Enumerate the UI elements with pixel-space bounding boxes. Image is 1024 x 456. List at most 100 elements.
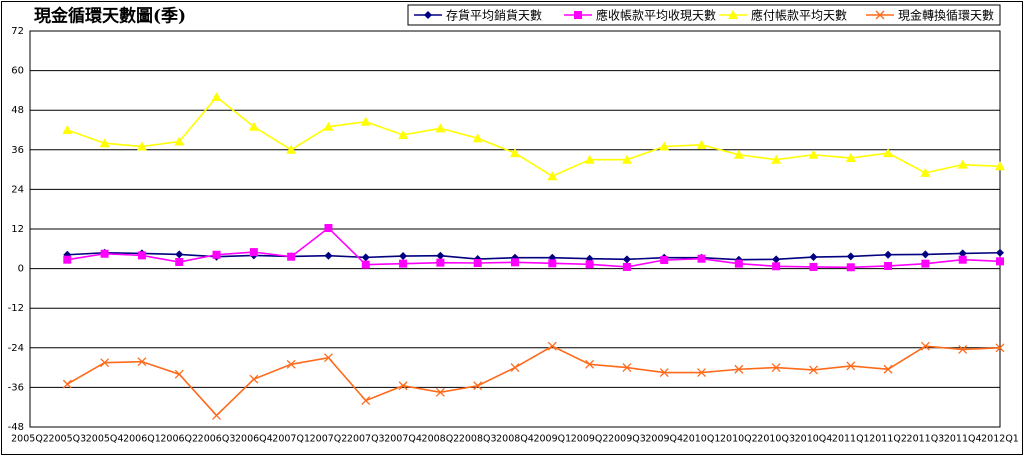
marker	[249, 248, 258, 257]
marker	[100, 358, 110, 368]
marker	[734, 364, 744, 374]
marker	[585, 359, 595, 369]
x-tick-label: 2008Q4	[496, 434, 534, 445]
marker	[212, 250, 221, 259]
marker	[324, 353, 333, 363]
y-tick-label: -24	[8, 343, 24, 354]
marker	[62, 379, 72, 389]
x-tick-label: 2011Q2	[869, 434, 907, 445]
marker	[436, 258, 445, 267]
marker	[211, 92, 222, 101]
marker	[621, 154, 632, 164]
y-tick-label: 0	[18, 264, 24, 275]
y-tick-label: 24	[11, 184, 24, 195]
x-tick-label: 2009Q4	[645, 434, 683, 445]
x-tick-label: 2007Q4	[384, 434, 422, 445]
y-tick-label: -12	[8, 303, 24, 314]
marker	[846, 252, 855, 261]
x-tick-label: 2007Q1	[272, 434, 310, 445]
x-tick-label: 2006Q3	[198, 434, 236, 445]
marker	[324, 251, 333, 260]
legend-marker	[875, 10, 885, 20]
marker	[286, 359, 296, 369]
y-tick-label: 36	[11, 145, 24, 156]
legend-marker	[424, 11, 432, 19]
x-tick-label: 2009Q2	[571, 434, 609, 445]
marker	[547, 341, 557, 351]
marker	[473, 258, 482, 267]
x-tick-label: 2005Q4	[86, 434, 124, 445]
marker	[921, 250, 930, 259]
marker	[547, 171, 558, 181]
marker	[99, 138, 110, 148]
marker	[697, 368, 706, 378]
legend-label: 應收帳款平均收現天數	[596, 8, 716, 23]
y-tick-label: -48	[8, 422, 24, 433]
marker	[697, 254, 706, 263]
marker	[920, 341, 930, 351]
marker	[883, 148, 894, 158]
marker	[100, 249, 109, 258]
marker	[510, 363, 520, 373]
y-tick-label: 12	[11, 224, 24, 235]
y-tick-label: 60	[11, 66, 24, 77]
x-tick-label: 2010Q4	[795, 434, 833, 445]
marker	[622, 363, 632, 373]
marker	[286, 144, 297, 154]
x-tick-label: 2009Q1	[533, 434, 571, 445]
marker	[63, 255, 72, 264]
marker	[733, 149, 744, 159]
marker	[884, 250, 893, 259]
marker	[809, 253, 818, 262]
marker	[659, 368, 669, 378]
marker	[884, 261, 893, 270]
x-tick-label: 2010Q2	[720, 434, 758, 445]
marker	[137, 251, 146, 260]
marker	[846, 263, 855, 272]
legend-box	[407, 4, 1001, 26]
marker	[136, 141, 147, 151]
marker	[808, 149, 819, 159]
marker	[174, 369, 184, 379]
marker	[845, 153, 856, 163]
x-tick-label: 2005Q2	[11, 434, 49, 445]
marker	[622, 262, 631, 271]
marker	[659, 141, 670, 151]
marker	[361, 253, 370, 262]
marker	[660, 256, 669, 265]
x-tick-label: 2006Q4	[235, 434, 273, 445]
legend-label: 應付帳款平均天數	[751, 8, 847, 23]
x-tick-label: 2006Q2	[160, 434, 198, 445]
marker	[996, 257, 1004, 266]
marker	[174, 136, 185, 146]
marker	[548, 259, 557, 268]
x-tick-label: 2011Q1	[832, 434, 870, 445]
marker	[772, 255, 781, 264]
legend-marker	[574, 11, 582, 19]
legend-label: 現金轉換循環天數	[898, 8, 994, 23]
marker	[361, 396, 371, 406]
marker	[958, 249, 967, 258]
marker	[622, 255, 631, 264]
x-tick-label: 2006Q1	[123, 434, 161, 445]
marker	[958, 255, 967, 264]
y-tick-label: 48	[11, 105, 24, 116]
marker	[435, 387, 445, 397]
marker	[696, 139, 707, 149]
marker	[921, 259, 930, 268]
marker	[175, 258, 184, 266]
marker	[771, 154, 782, 164]
marker	[435, 123, 446, 133]
marker	[995, 343, 1005, 353]
marker	[995, 161, 1005, 171]
marker	[360, 116, 371, 126]
marker	[734, 259, 743, 268]
x-tick-label: 2007Q2	[310, 434, 348, 445]
marker	[398, 381, 408, 391]
marker	[996, 248, 1004, 257]
marker	[137, 357, 147, 367]
marker	[957, 159, 968, 169]
legend-marker	[728, 10, 738, 19]
